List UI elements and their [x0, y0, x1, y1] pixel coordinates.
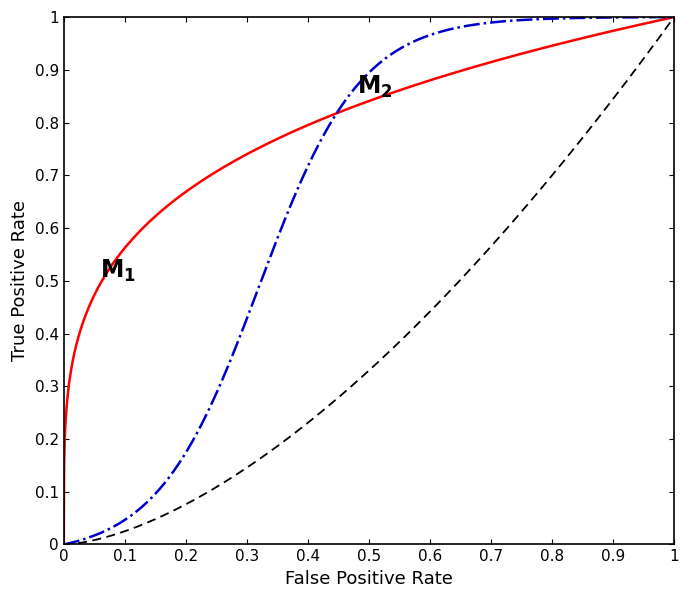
Text: $\mathbf{M_1}$: $\mathbf{M_1}$	[101, 258, 137, 285]
Text: $\mathbf{M_2}$: $\mathbf{M_2}$	[357, 74, 393, 100]
Y-axis label: True Positive Rate: True Positive Rate	[11, 200, 29, 361]
X-axis label: False Positive Rate: False Positive Rate	[285, 570, 453, 588]
